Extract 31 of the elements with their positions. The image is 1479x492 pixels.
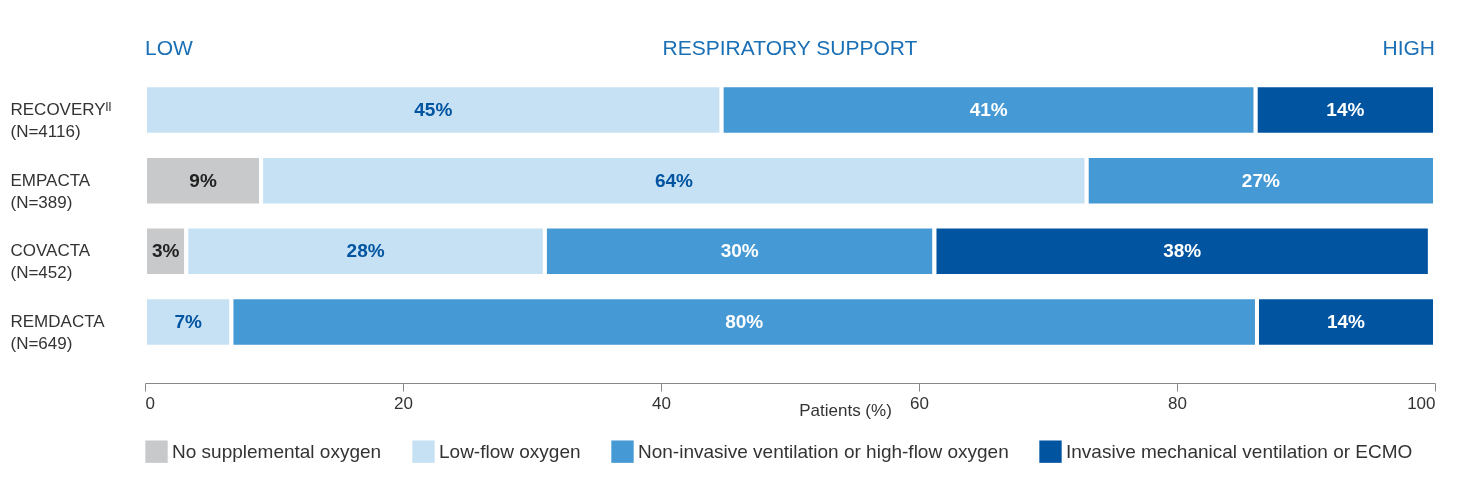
x-tick-label: 0 xyxy=(145,393,155,413)
data-label: 14% xyxy=(1326,98,1365,120)
x-tick-label: 60 xyxy=(910,393,929,413)
y-tick-label: COVACTA (N=452) xyxy=(10,241,91,283)
text: LOW xyxy=(145,36,194,59)
data-label: 30% xyxy=(720,240,759,262)
data-label: 64% xyxy=(654,169,694,191)
x-axis-title: Patients (%) xyxy=(799,400,892,420)
x-tick-label: 20 xyxy=(394,393,413,413)
y-tick-label: REMDACTA (N=649) xyxy=(10,312,106,354)
text: RESPIRATORY SUPPORT xyxy=(662,36,918,59)
legend-label: Invasive mechanical ventilation or ECMO xyxy=(1066,440,1413,462)
data-label: 45% xyxy=(414,98,453,120)
data-label: 7% xyxy=(174,311,203,333)
y-tick-label: EMPACTA (N=389) xyxy=(10,170,91,212)
legend-label: Low-flow oxygen xyxy=(439,440,581,462)
data-label: 41% xyxy=(969,98,1008,120)
data-label: 38% xyxy=(1163,240,1202,262)
x-tick-label: 40 xyxy=(652,393,671,413)
data-label: 9% xyxy=(189,169,217,191)
data-label: 3% xyxy=(151,240,180,262)
text: HIGH xyxy=(1382,36,1435,59)
data-label: 14% xyxy=(1326,311,1366,333)
data-label: 80% xyxy=(725,311,764,333)
data-label: 28% xyxy=(346,240,385,262)
x-tick-label: 80 xyxy=(1168,393,1187,413)
y-tick-label: RECOVERYᴵᴵ (N=4116) xyxy=(10,99,112,141)
legend-label: Non-invasive ventilation or high-flow oxygen xyxy=(638,440,1009,462)
x-tick-label: 100 xyxy=(1407,393,1436,413)
data-label: 27% xyxy=(1241,169,1280,191)
legend-label: No supplemental oxygen xyxy=(172,440,382,462)
